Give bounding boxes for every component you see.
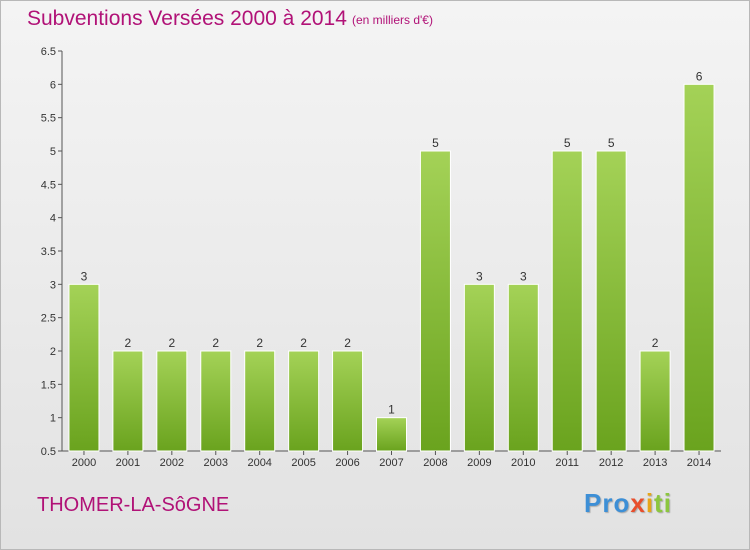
bar-2012 [595, 150, 627, 452]
bar-2000 [68, 283, 100, 452]
y-tick-label: 5.5 [41, 113, 56, 125]
x-tick-label: 2007 [379, 457, 403, 469]
y-tick-label: 5 [50, 146, 56, 158]
x-tick-label: 2010 [511, 457, 535, 469]
x-tick-label: 2004 [247, 457, 271, 469]
bar-2014 [683, 83, 715, 452]
bar-value-label: 2 [652, 336, 659, 350]
bar-value-label: 2 [344, 336, 351, 350]
bar-2009 [463, 283, 495, 452]
bar-value-label: 5 [432, 136, 439, 150]
bar-value-label: 3 [520, 269, 527, 283]
y-tick-label: 1 [50, 413, 56, 425]
bar-2001 [112, 350, 144, 452]
bar-value-label: 1 [388, 403, 395, 417]
bar-2008 [419, 150, 451, 452]
bar-value-label: 2 [125, 336, 132, 350]
bar-2010 [507, 283, 539, 452]
y-tick-label: 6 [50, 79, 56, 91]
x-tick-label: 2005 [291, 457, 315, 469]
x-tick-label: 2009 [467, 457, 491, 469]
x-tick-label: 2002 [160, 457, 184, 469]
commune-name: THOMER-LA-SôGNE [37, 494, 230, 516]
y-tick-label: 2 [50, 346, 56, 358]
y-tick-label: 3 [50, 279, 56, 291]
bar-value-label: 3 [81, 269, 88, 283]
chart-title: Subventions Versées 2000 à 2014 [27, 7, 347, 30]
bar-value-label: 6 [696, 69, 703, 83]
chart-bars: 3 2 2 2 2 2 2 1 5 3 3 5 5 2 6 [68, 69, 715, 452]
bar-2002 [156, 350, 188, 452]
bar-value-label: 2 [300, 336, 307, 350]
bar-2005 [288, 350, 320, 452]
x-tick-label: 2013 [643, 457, 667, 469]
x-tick-label: 2014 [687, 457, 711, 469]
bar-2006 [332, 350, 364, 452]
bar-value-label: 5 [564, 136, 571, 150]
bar-value-label: 2 [212, 336, 219, 350]
y-tick-label: 3.5 [41, 246, 56, 258]
bar-2004 [244, 350, 276, 452]
x-tick-label: 2008 [423, 457, 447, 469]
y-tick-label: 4 [50, 213, 56, 225]
bar-value-label: 2 [168, 336, 175, 350]
bar-value-label: 3 [476, 269, 483, 283]
bar-2007 [376, 417, 407, 452]
y-tick-label: 0.5 [41, 446, 56, 458]
y-tick-label: 6.5 [41, 46, 56, 58]
bar-2011 [551, 150, 583, 452]
x-tick-label: 2001 [116, 457, 140, 469]
y-tick-label: 1.5 [41, 379, 56, 391]
bar-2013 [639, 350, 671, 452]
x-tick-label: 2003 [204, 457, 228, 469]
x-tick-label: 2012 [599, 457, 623, 469]
y-tick-label: 2.5 [41, 313, 56, 325]
proxiti-logo: Proxiti [584, 488, 672, 518]
bar-value-label: 2 [256, 336, 263, 350]
chart-units: (en milliers d'€) [352, 13, 433, 27]
bar-value-label: 5 [608, 136, 615, 150]
bar-2003 [200, 350, 232, 452]
x-tick-labels: 2000 2001 2002 2003 2004 2005 2006 2007 2008 2009… [72, 451, 711, 469]
x-tick-label: 2006 [335, 457, 359, 469]
x-tick-label: 2000 [72, 457, 96, 469]
x-tick-label: 2011 [555, 457, 579, 469]
y-tick-label: 4.5 [41, 179, 56, 191]
